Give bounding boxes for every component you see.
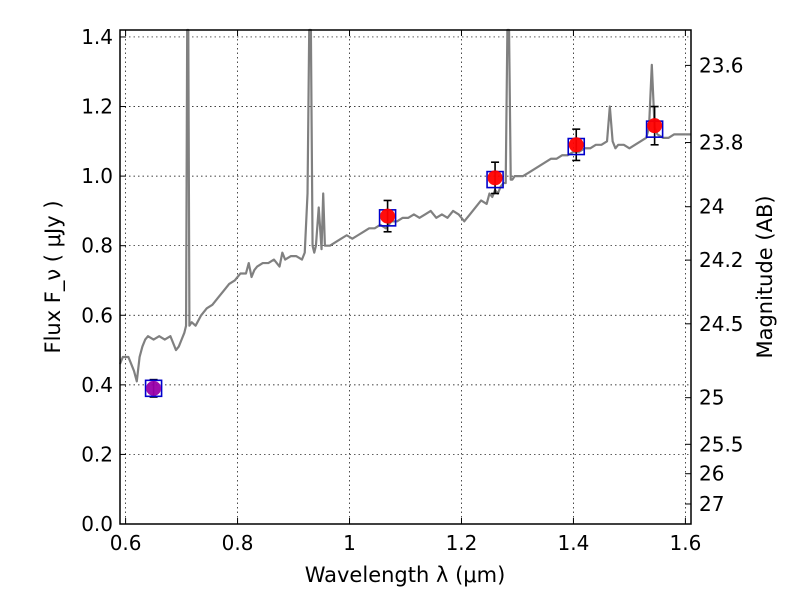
mag-tick-label: 25.5 bbox=[699, 432, 744, 456]
model-point bbox=[144, 379, 163, 398]
spectrum-layer bbox=[118, 28, 691, 383]
x-tick-label: 0.6 bbox=[110, 531, 142, 555]
y-tick-label: 0.4 bbox=[81, 373, 113, 397]
x-tick-label: 1.6 bbox=[669, 531, 701, 555]
x-tick-label: 1.2 bbox=[446, 531, 478, 555]
x-tick-label: 1 bbox=[343, 531, 356, 555]
observed-point bbox=[568, 137, 584, 153]
photometry-layer bbox=[144, 105, 664, 398]
x-tick-label: 1.4 bbox=[558, 531, 590, 555]
x-axis-label: Wavelength λ (μm) bbox=[305, 563, 506, 587]
observed-point bbox=[487, 170, 503, 186]
x-tick-label: 0.8 bbox=[222, 531, 254, 555]
mag-tick-label: 23.6 bbox=[699, 53, 744, 77]
observed-point bbox=[380, 208, 396, 224]
y-tick-label: 1.4 bbox=[81, 25, 113, 49]
mag-tick-label: 27 bbox=[699, 492, 724, 516]
mag-tick-label: 24 bbox=[699, 195, 724, 219]
y-tick-label: 1.2 bbox=[81, 95, 113, 119]
y-axis-label: Flux F_ν ( μJy ) bbox=[41, 200, 66, 353]
y-tick-label: 1.0 bbox=[81, 164, 113, 188]
spectrum-line bbox=[118, 28, 691, 383]
y-tick-label: 0.0 bbox=[81, 512, 113, 536]
mag-tick-label: 24.2 bbox=[699, 248, 744, 272]
mag-tick-label: 23.8 bbox=[699, 131, 744, 155]
y2-axis-label: Magnitude (AB) bbox=[753, 195, 777, 358]
y-tick-label: 0.6 bbox=[81, 303, 113, 327]
mag-tick-label: 25 bbox=[699, 386, 724, 410]
y-tick-label: 0.8 bbox=[81, 234, 113, 258]
observed-point bbox=[647, 118, 663, 134]
plot-background bbox=[120, 30, 691, 524]
axis-ticks: 0.6 0.8 1 1.2 1.4 1.6 0.0 0.2 0.4 0.6 0.8 1.0 1.2 1.4… bbox=[81, 25, 743, 555]
observed-point bbox=[146, 380, 162, 396]
plot-frame bbox=[119, 29, 692, 525]
mag-tick-label: 26 bbox=[699, 462, 724, 486]
y-tick-label: 0.2 bbox=[81, 442, 113, 466]
mag-tick-label: 24.5 bbox=[699, 312, 744, 336]
